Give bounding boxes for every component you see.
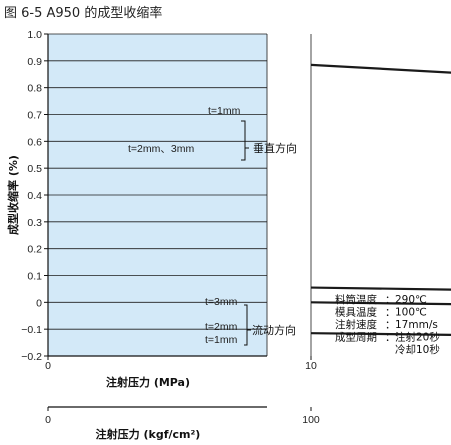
x-tick-label: 0	[45, 360, 51, 372]
condition-value: 17mm/s	[395, 319, 438, 331]
bracket-flow	[244, 304, 251, 346]
x2-axis-label: 注射压力 (kgf/cm²)	[96, 427, 201, 441]
y-tick-label: 0.4	[27, 190, 42, 202]
label-vertical-t1: t=1mm	[208, 105, 241, 117]
chart-title: 图 6-5 A950 的成型收缩率	[4, 5, 162, 21]
condition-label: 料筒温度	[335, 293, 377, 306]
y-tick-label: 1.0	[27, 29, 42, 41]
y-tick-label: 0.2	[27, 244, 42, 256]
y-axis-label: 成型收缩率 (%)	[6, 155, 20, 235]
condition-value: 注射20秒	[395, 331, 440, 344]
bracket-vertical	[241, 120, 249, 161]
y-tick-label: −0.1	[21, 324, 42, 336]
annotations: t=1mm t=2mm、3mm t=3mm t=2mm t=1mm 垂直方向 流…	[128, 105, 297, 346]
y-tick-label: 0	[36, 297, 42, 309]
label-flow-t2: t=2mm	[205, 321, 238, 333]
series-line-vertical	[310, 63, 451, 74]
x-axis-ticks: 010203040506070	[45, 356, 317, 372]
condition-value: 290℃	[395, 294, 427, 306]
y-tick-label: 0.9	[27, 56, 42, 68]
label-flow-t1: t=1mm	[205, 334, 238, 346]
condition-colon: ：	[385, 319, 396, 331]
x-tick-label: 10	[305, 360, 317, 372]
condition-value: 冷却10秒	[395, 343, 440, 356]
condition-label: 注射速度	[335, 318, 377, 331]
condition-value: 100℃	[395, 307, 427, 319]
y-tick-label: 0.8	[27, 83, 42, 95]
x2-tick-label: 100	[302, 414, 320, 426]
condition-label: 成型周期	[335, 331, 377, 344]
y-tick-label: 0.3	[27, 217, 42, 229]
group-label-vertical: 垂直方向	[253, 141, 297, 155]
y-tick-label: 0.1	[27, 271, 42, 283]
x2-tick-label: 0	[45, 414, 51, 426]
y-tick-label: −0.2	[21, 351, 42, 363]
y-tick-label: 0.7	[27, 110, 42, 122]
group-label-flow: 流动方向	[252, 323, 296, 337]
y-axis-ticks: 1.0 0.9 0.8 0.7 0.6 0.5 0.4 0.3 0.2 0.1 0 −0.1 −0.2	[21, 29, 48, 363]
series-line-flow	[310, 286, 451, 291]
label-vertical-t23: t=2mm、3mm	[128, 143, 194, 155]
y-tick-label: 0.5	[27, 163, 42, 175]
x-axis-label: 注射压力 (MPa)	[106, 375, 190, 389]
condition-label: 模具温度	[335, 306, 377, 319]
condition-colon: ：	[385, 332, 396, 344]
series-lines	[310, 63, 451, 336]
x2-axis: 0100200300400500600700	[45, 406, 320, 426]
label-flow-t3: t=3mm	[205, 296, 238, 308]
condition-colon: ：	[385, 307, 396, 319]
condition-colon: ：	[385, 294, 396, 306]
y-tick-label: 0.6	[27, 136, 42, 148]
